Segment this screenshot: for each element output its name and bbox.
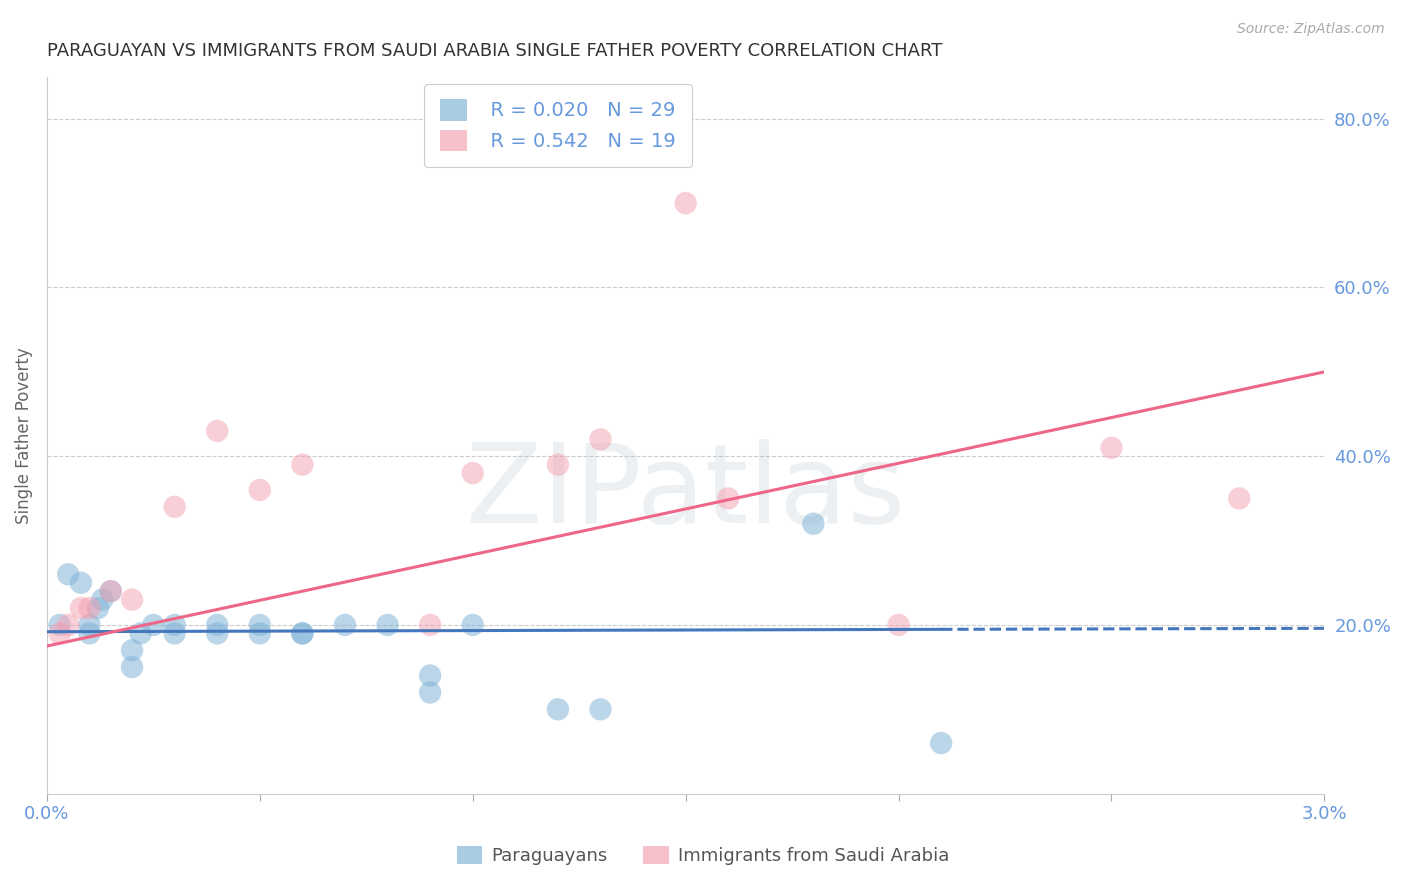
- Point: [100, 584, 122, 599]
- Point: [121, 660, 143, 674]
- Point: [249, 626, 271, 640]
- Point: [205, 626, 228, 640]
- Point: [547, 702, 569, 716]
- Point: [100, 584, 122, 599]
- Point: [129, 626, 152, 640]
- Point: [929, 736, 952, 750]
- Point: [589, 702, 612, 716]
- Legend:   R = 0.020   N = 29,   R = 0.542   N = 19: R = 0.020 N = 29, R = 0.542 N = 19: [425, 84, 692, 167]
- Point: [291, 458, 314, 472]
- Point: [803, 516, 825, 531]
- Point: [70, 601, 93, 615]
- Point: [1101, 441, 1123, 455]
- Point: [675, 196, 697, 211]
- Point: [48, 618, 70, 632]
- Point: [87, 601, 110, 615]
- Point: [205, 618, 228, 632]
- Point: [56, 618, 79, 632]
- Y-axis label: Single Father Poverty: Single Father Poverty: [15, 347, 32, 524]
- Point: [142, 618, 165, 632]
- Point: [91, 592, 114, 607]
- Point: [419, 618, 441, 632]
- Point: [48, 626, 70, 640]
- Point: [887, 618, 910, 632]
- Point: [377, 618, 399, 632]
- Point: [333, 618, 356, 632]
- Point: [121, 643, 143, 657]
- Point: [79, 618, 101, 632]
- Point: [79, 601, 101, 615]
- Point: [291, 626, 314, 640]
- Legend: Paraguayans, Immigrants from Saudi Arabia: Paraguayans, Immigrants from Saudi Arabi…: [447, 837, 959, 874]
- Point: [461, 618, 484, 632]
- Point: [163, 618, 186, 632]
- Point: [205, 424, 228, 438]
- Point: [70, 575, 93, 590]
- Point: [163, 500, 186, 514]
- Point: [419, 668, 441, 682]
- Point: [249, 483, 271, 497]
- Text: PARAGUAYAN VS IMMIGRANTS FROM SAUDI ARABIA SINGLE FATHER POVERTY CORRELATION CHA: PARAGUAYAN VS IMMIGRANTS FROM SAUDI ARAB…: [46, 42, 942, 60]
- Point: [1227, 491, 1250, 506]
- Point: [56, 567, 79, 582]
- Point: [249, 618, 271, 632]
- Point: [163, 626, 186, 640]
- Point: [121, 592, 143, 607]
- Text: ZIPatlas: ZIPatlas: [465, 439, 905, 546]
- Text: Source: ZipAtlas.com: Source: ZipAtlas.com: [1237, 22, 1385, 37]
- Point: [717, 491, 740, 506]
- Point: [419, 685, 441, 699]
- Point: [461, 466, 484, 480]
- Point: [79, 626, 101, 640]
- Point: [547, 458, 569, 472]
- Point: [291, 626, 314, 640]
- Point: [589, 433, 612, 447]
